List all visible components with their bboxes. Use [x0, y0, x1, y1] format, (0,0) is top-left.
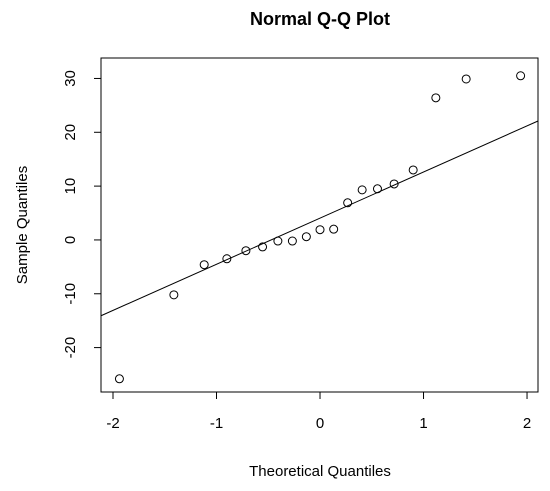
point — [287, 236, 297, 246]
y-tick-label: 10 — [62, 178, 79, 195]
point — [408, 165, 418, 175]
point — [258, 242, 268, 252]
point — [357, 185, 367, 195]
y-axis-label: Sample Quantiles — [14, 166, 31, 284]
reference-line — [100, 120, 539, 317]
point — [315, 225, 325, 235]
y-tick-label: 0 — [62, 236, 79, 244]
point — [389, 179, 399, 189]
y-tick-label: 30 — [62, 70, 79, 87]
point — [329, 224, 339, 234]
y-tick-label: 20 — [62, 124, 79, 141]
point — [461, 74, 471, 84]
point — [222, 254, 232, 264]
chart-title: Normal Q-Q Plot — [250, 9, 390, 29]
point — [516, 71, 526, 81]
point — [372, 184, 382, 194]
y-tick-label: -10 — [62, 283, 79, 305]
point — [431, 93, 441, 103]
x-tick-label: 0 — [316, 415, 324, 432]
point — [169, 290, 179, 300]
point — [199, 260, 209, 270]
point — [273, 236, 283, 246]
point — [301, 232, 311, 242]
x-axis-label: Theoretical Quantiles — [249, 463, 391, 480]
x-tick-label: -1 — [210, 415, 223, 432]
plot-frame — [100, 57, 539, 393]
x-tick-label: 2 — [523, 415, 531, 432]
y-tick-label: -20 — [62, 337, 79, 359]
x-tick-label: -2 — [106, 415, 119, 432]
point — [343, 198, 353, 208]
point — [241, 246, 251, 256]
x-tick-label: 1 — [419, 415, 427, 432]
point — [114, 374, 124, 384]
